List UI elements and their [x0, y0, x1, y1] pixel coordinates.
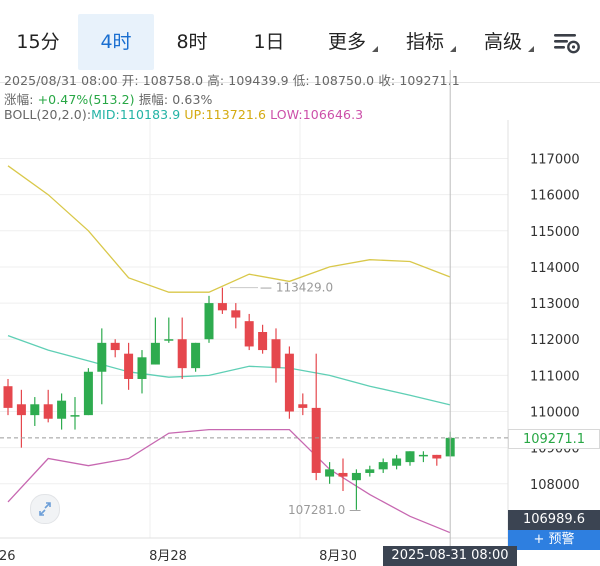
tab-advanced-label: 高级 — [483, 31, 522, 53]
candle-down — [124, 353, 134, 379]
candle-up — [378, 462, 388, 470]
candle-up — [351, 472, 361, 481]
high-annotation: — 113429.0 — [260, 281, 333, 295]
candle-down — [244, 321, 254, 347]
boll-label: BOLL(20,2.0): — [4, 107, 92, 122]
candle-up — [70, 415, 80, 417]
boll-up-label: UP: — [184, 107, 206, 122]
dropdown-triangle-icon — [450, 46, 456, 52]
candle-down — [311, 407, 321, 473]
tab-1d[interactable]: 1日 — [253, 31, 285, 53]
current-price-tag: 109271.1 — [508, 429, 600, 449]
y-tick-label: 113000 — [530, 297, 580, 312]
tab-4h[interactable]: 4时 — [78, 14, 154, 70]
ohlc-date: 2025/08/31 08:00 — [4, 73, 118, 88]
ohlc-open: 108758.0 — [142, 73, 204, 88]
y-tick-label: 108000 — [530, 478, 580, 493]
candle-down — [271, 339, 281, 369]
x-tick-label: 26 — [0, 549, 16, 564]
boll-mid-label: MID: — [91, 107, 120, 122]
y-tick-label: 110000 — [530, 406, 580, 421]
band-low-price-tag: 106989.6 — [508, 510, 600, 530]
boll-lower-line — [7, 428, 451, 534]
fullscreen-expand-icon[interactable] — [30, 494, 60, 524]
low-annotation: 107281.0 — — [288, 503, 361, 517]
candle-down — [298, 404, 308, 408]
candle-up — [325, 469, 335, 477]
y-tick-label: 114000 — [530, 261, 580, 276]
boll-up: 113721.6 — [205, 107, 267, 122]
candle-down — [217, 303, 227, 311]
candle-down — [3, 386, 13, 408]
tab-indicators[interactable]: 指标 — [396, 14, 456, 70]
change-label: 涨幅: — [4, 92, 34, 107]
change-value: +0.47%(513.2) — [37, 92, 135, 107]
candle-up — [137, 357, 147, 379]
tab-more-label: 更多 — [327, 31, 366, 53]
candle-up — [83, 371, 93, 416]
boll-mid: 110183.9 — [119, 107, 181, 122]
candle-up — [191, 342, 201, 369]
candle-up — [150, 342, 160, 365]
candle-up — [405, 451, 415, 463]
timeframe-tabbar: 15分 4时 8时 1日 更多 指标 高级 — [0, 0, 600, 83]
candle-up — [204, 303, 214, 340]
candle-down — [338, 472, 348, 477]
tab-indicators-label: 指标 — [405, 31, 444, 53]
amplitude-value: 0.63% — [172, 92, 213, 107]
candle-up — [30, 404, 40, 416]
boll-line: BOLL(20,2.0):MID:110183.9 UP:113721.6 LO… — [4, 107, 363, 122]
candle-up — [418, 454, 428, 457]
candle-down — [177, 339, 187, 369]
candle-down — [16, 404, 26, 416]
y-tick-label: 111000 — [530, 369, 580, 384]
amplitude-label: 振幅: — [138, 92, 169, 107]
crosshair-time-label: 2025-08-31 08:00 — [383, 546, 517, 566]
y-tick-label: 116000 — [530, 189, 580, 204]
ohlc-close: 109271.1 — [399, 73, 460, 88]
ohlc-close-label: 收: — [378, 73, 396, 88]
candle-up — [164, 339, 174, 341]
ohlc-line: 2025/08/31 08:00 开: 108758.0 高: 109439.9… — [4, 70, 460, 89]
x-tick-label: 8月28 — [149, 549, 187, 564]
x-tick-label: 8月30 — [319, 549, 357, 564]
candle-down — [432, 454, 442, 459]
y-tick-label: 112000 — [530, 333, 580, 348]
change-line: 涨幅: +0.47%(513.2) 振幅: 0.63% — [4, 89, 213, 108]
ohlc-low: 108750.0 — [313, 73, 375, 88]
ohlc-high: 109439.9 — [228, 73, 289, 88]
y-tick-label: 117000 — [530, 153, 580, 168]
candle-down — [110, 342, 120, 351]
candle-up — [97, 342, 107, 372]
candle-down — [43, 404, 53, 419]
candle-up — [57, 400, 67, 419]
candle-up — [365, 469, 375, 473]
ohlc-open-label: 开: — [121, 73, 139, 88]
tab-more[interactable]: 更多 — [318, 14, 378, 70]
ohlc-high-label: 高: — [207, 73, 225, 88]
boll-mid-line — [7, 334, 451, 406]
dropdown-triangle-icon — [372, 46, 378, 52]
candle-down — [284, 353, 294, 412]
dropdown-triangle-icon — [528, 46, 534, 52]
boll-low: 106646.3 — [302, 107, 364, 122]
ohlc-low-label: 低: — [292, 73, 310, 88]
chart-settings-icon[interactable] — [552, 28, 582, 58]
boll-low-label: LOW: — [270, 107, 303, 122]
candle-up — [392, 458, 402, 466]
candle-down — [231, 310, 241, 318]
boll-upper-line — [7, 165, 451, 293]
add-alert-button[interactable]: + 预警 — [508, 530, 600, 550]
tab-15m[interactable]: 15分 — [16, 31, 60, 53]
candle-down — [258, 332, 268, 351]
tab-8h[interactable]: 8时 — [176, 31, 208, 53]
tab-advanced[interactable]: 高级 — [474, 14, 534, 70]
y-tick-label: 115000 — [530, 225, 580, 240]
